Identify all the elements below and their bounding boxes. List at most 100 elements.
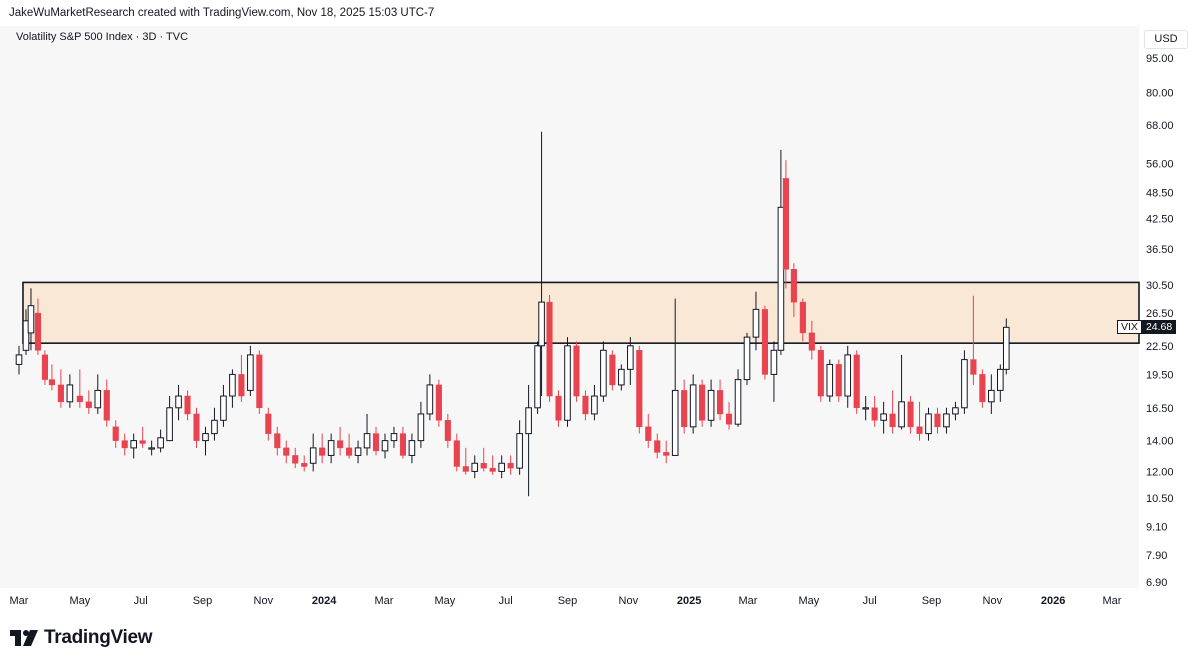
candle: [57, 369, 64, 408]
candle-body: [752, 308, 760, 338]
candle-body: [726, 413, 733, 425]
candle: [699, 379, 706, 427]
candle-body: [274, 433, 281, 449]
candle-body: [453, 440, 460, 467]
candle-body: [961, 359, 968, 409]
candle-body: [970, 359, 977, 375]
candle: [880, 401, 887, 434]
candle-body: [835, 364, 842, 397]
candle-body: [184, 395, 191, 415]
candle: [363, 413, 371, 456]
x-tick-label: Mar: [10, 595, 29, 607]
candle: [889, 390, 896, 434]
candle-body: [85, 401, 92, 409]
candle: [507, 455, 514, 475]
candle-body: [782, 178, 789, 270]
x-tick-label: Mar: [1103, 595, 1122, 607]
time-axis[interactable]: [0, 588, 1139, 612]
x-tick-label: 2025: [677, 595, 701, 607]
candle: [498, 455, 505, 479]
candle: [247, 345, 254, 397]
candle-body: [564, 345, 571, 421]
candle: [835, 359, 842, 402]
candle: [256, 350, 263, 414]
candle-body: [645, 426, 652, 441]
candle: [663, 440, 670, 464]
candle: [94, 374, 102, 414]
candle-body: [309, 447, 317, 464]
resistance-zone: [22, 281, 1140, 344]
candle-body: [717, 390, 724, 415]
candle-body: [435, 384, 442, 421]
last-price-tag: VIX 24.68: [1117, 320, 1177, 334]
price-axis[interactable]: [1139, 26, 1200, 612]
candle-body: [139, 440, 146, 444]
candle: [689, 374, 697, 434]
candle-body: [76, 395, 83, 403]
candle: [817, 345, 824, 402]
candle-body: [489, 467, 496, 472]
candle-body: [41, 354, 48, 380]
candle: [417, 401, 425, 448]
candle-body: [66, 384, 74, 403]
candle-body: [636, 350, 643, 428]
candle: [166, 396, 173, 442]
candle: [1002, 318, 1010, 375]
x-tick-label: Sep: [558, 595, 578, 607]
candle-body: [238, 374, 245, 397]
last-price-value: 24.68: [1141, 320, 1177, 334]
candle-body: [462, 466, 469, 472]
candle-body: [1002, 326, 1010, 370]
candle: [844, 345, 852, 408]
candle: [148, 440, 155, 456]
x-tick-label: Nov: [254, 595, 274, 607]
candle: [645, 413, 652, 448]
candle-body: [609, 354, 616, 386]
tradingview-logo[interactable]: TradingView: [10, 627, 153, 649]
candle-body: [337, 440, 344, 449]
candle-body: [390, 433, 398, 442]
candle: [790, 263, 797, 317]
y-tick-label: 9.10: [1146, 522, 1167, 534]
candle: [782, 160, 789, 289]
candle-body: [525, 407, 532, 435]
candle: [462, 447, 469, 475]
y-tick-label: 16.50: [1146, 403, 1174, 415]
candle-body: [157, 437, 164, 449]
candle: [636, 345, 643, 434]
currency-button[interactable]: USD: [1144, 30, 1188, 49]
x-tick-label: Jul: [134, 595, 148, 607]
candle: [525, 384, 532, 497]
candle: [238, 354, 245, 402]
candle: [319, 433, 326, 464]
candle-body: [15, 354, 23, 365]
candle: [934, 407, 941, 434]
candle-body: [770, 349, 778, 375]
candle-body: [34, 312, 41, 351]
candle: [555, 390, 562, 427]
candle: [564, 337, 571, 427]
candle: [516, 420, 523, 475]
x-tick-label: May: [69, 595, 90, 607]
candle: [671, 298, 679, 456]
candle: [480, 447, 487, 472]
candle-body: [952, 407, 959, 415]
candle-body: [175, 395, 182, 409]
candle: [600, 341, 607, 402]
candle: [582, 390, 589, 421]
candle: [193, 407, 200, 448]
candle-body: [790, 269, 797, 303]
candle-body: [202, 433, 209, 442]
candle-body: [327, 440, 335, 456]
candle: [907, 396, 914, 434]
candle: [961, 350, 968, 414]
candle: [139, 426, 146, 448]
candle: [15, 345, 23, 375]
candle: [943, 407, 950, 434]
candle-body: [48, 379, 55, 386]
candle-body: [934, 413, 941, 428]
candle-body: [426, 384, 434, 415]
candle: [952, 401, 959, 421]
y-tick-label: 12.00: [1146, 466, 1174, 478]
candle-body: [925, 413, 932, 435]
